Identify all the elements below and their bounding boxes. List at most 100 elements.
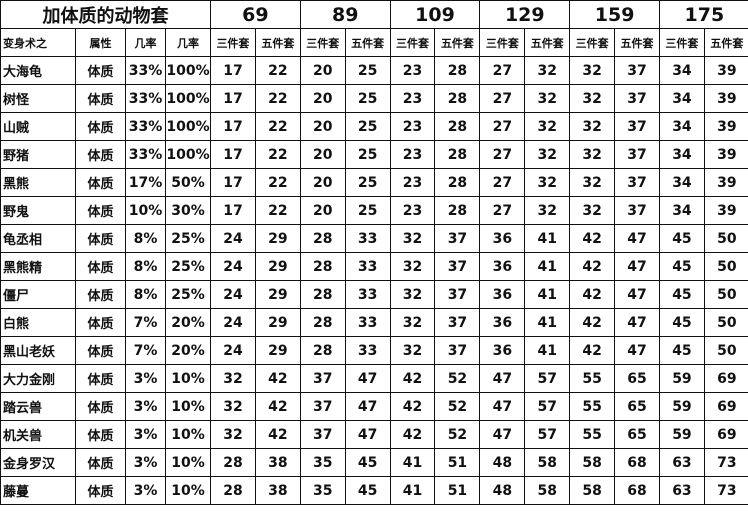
column-header: 三件套 <box>479 28 526 57</box>
value-cell: 28 <box>299 224 346 253</box>
value-cell: 37 <box>614 84 660 113</box>
value-cell: 25% <box>165 224 211 253</box>
level-header: 175 <box>658 0 748 29</box>
value-cell: 32 <box>389 280 436 309</box>
value-cell: 17 <box>210 140 256 169</box>
value-cell: 45 <box>658 280 705 309</box>
column-header: 三件套 <box>389 28 436 57</box>
attribute-cell: 体质 <box>75 112 126 141</box>
value-cell: 20 <box>299 196 346 225</box>
value-cell: 47 <box>614 336 660 365</box>
value-cell: 23 <box>389 112 436 141</box>
value-cell: 41 <box>524 280 571 309</box>
value-cell: 100% <box>165 84 211 113</box>
value-cell: 47 <box>614 224 660 253</box>
attribute-cell: 体质 <box>75 364 126 393</box>
table-row: 野猪 体质 33% 100% 17 22 20 25 23 28 27 32 32 37 34 39 <box>0 140 748 169</box>
value-cell: 28 <box>434 140 481 169</box>
value-cell: 51 <box>434 448 481 477</box>
value-cell: 32 <box>210 420 256 449</box>
attribute-cell: 体质 <box>75 56 126 85</box>
value-cell: 58 <box>524 448 571 477</box>
value-cell: 50 <box>703 336 748 365</box>
value-cell: 68 <box>614 476 660 505</box>
value-cell: 58 <box>524 476 571 505</box>
value-cell: 47 <box>344 364 391 393</box>
value-cell: 29 <box>254 336 301 365</box>
value-cell: 28 <box>434 112 481 141</box>
value-cell: 37 <box>299 420 346 449</box>
value-cell: 34 <box>658 168 705 197</box>
table-row: 山贼 体质 33% 100% 17 22 20 25 23 28 27 32 32 37 34 39 <box>0 112 748 141</box>
value-cell: 17 <box>210 84 256 113</box>
row-name-cell: 白熊 <box>0 308 76 337</box>
column-header: 变身术之 <box>0 28 76 57</box>
value-cell: 35 <box>299 448 346 477</box>
value-cell: 32 <box>569 140 616 169</box>
row-name-cell: 藤蔓 <box>0 476 76 505</box>
value-cell: 36 <box>479 280 526 309</box>
value-cell: 47 <box>479 364 526 393</box>
value-cell: 24 <box>210 308 256 337</box>
value-cell: 25% <box>165 252 211 281</box>
value-cell: 28 <box>434 84 481 113</box>
value-cell: 32 <box>389 252 436 281</box>
table-row: 僵尸 体质 8% 25% 24 29 28 33 32 37 36 41 42 47 45 50 <box>0 280 748 309</box>
value-cell: 69 <box>703 364 748 393</box>
table-row: 白熊 体质 7% 20% 24 29 28 33 32 37 36 41 42 47 45 50 <box>0 308 748 337</box>
value-cell: 32 <box>524 196 571 225</box>
value-cell: 42 <box>569 308 616 337</box>
value-cell: 33% <box>125 112 166 141</box>
attribute-cell: 体质 <box>75 448 126 477</box>
row-name-cell: 黑山老妖 <box>0 336 76 365</box>
value-cell: 37 <box>299 364 346 393</box>
value-cell: 32 <box>524 84 571 113</box>
value-cell: 37 <box>434 252 481 281</box>
value-cell: 25 <box>344 112 391 141</box>
value-cell: 17 <box>210 112 256 141</box>
level-header: 129 <box>479 0 571 29</box>
value-cell: 3% <box>125 364 166 393</box>
row-name-cell: 树怪 <box>0 84 76 113</box>
value-cell: 69 <box>703 420 748 449</box>
column-header: 三件套 <box>210 28 256 57</box>
level-header: 109 <box>389 0 481 29</box>
value-cell: 32 <box>210 392 256 421</box>
table-row: 大力金刚 体质 3% 10% 32 42 37 47 42 52 47 57 55 65 59 69 <box>0 364 748 393</box>
row-name-cell: 踏云兽 <box>0 392 76 421</box>
column-header: 五件套 <box>524 28 571 57</box>
value-cell: 45 <box>658 252 705 281</box>
value-cell: 100% <box>165 112 211 141</box>
value-cell: 34 <box>658 56 705 85</box>
value-cell: 8% <box>125 280 166 309</box>
value-cell: 23 <box>389 84 436 113</box>
value-cell: 33 <box>344 252 391 281</box>
table-row: 踏云兽 体质 3% 10% 32 42 37 47 42 52 47 57 55 65 59 69 <box>0 392 748 421</box>
value-cell: 47 <box>479 420 526 449</box>
level-header: 69 <box>210 0 301 29</box>
value-cell: 51 <box>434 476 481 505</box>
value-cell: 33% <box>125 56 166 85</box>
table-row: 黑山老妖 体质 7% 20% 24 29 28 33 32 37 36 41 42 47 45 50 <box>0 336 748 365</box>
column-header: 几率 <box>125 28 166 57</box>
column-header: 五件套 <box>614 28 660 57</box>
column-header: 五件套 <box>254 28 301 57</box>
row-name-cell: 黑熊精 <box>0 252 76 281</box>
value-cell: 32 <box>210 364 256 393</box>
value-cell: 65 <box>614 392 660 421</box>
row-name-cell: 山贼 <box>0 112 76 141</box>
value-cell: 100% <box>165 56 211 85</box>
value-cell: 39 <box>703 140 748 169</box>
row-name-cell: 黑熊 <box>0 168 76 197</box>
value-cell: 17 <box>210 56 256 85</box>
value-cell: 8% <box>125 252 166 281</box>
value-cell: 73 <box>703 476 748 505</box>
table-row: 树怪 体质 33% 100% 17 22 20 25 23 28 27 32 32 37 34 39 <box>0 84 748 113</box>
value-cell: 27 <box>479 56 526 85</box>
value-cell: 33% <box>125 140 166 169</box>
value-cell: 25 <box>344 84 391 113</box>
value-cell: 57 <box>524 420 571 449</box>
column-header: 三件套 <box>299 28 346 57</box>
attribute-cell: 体质 <box>75 252 126 281</box>
column-header: 几率 <box>165 28 211 57</box>
